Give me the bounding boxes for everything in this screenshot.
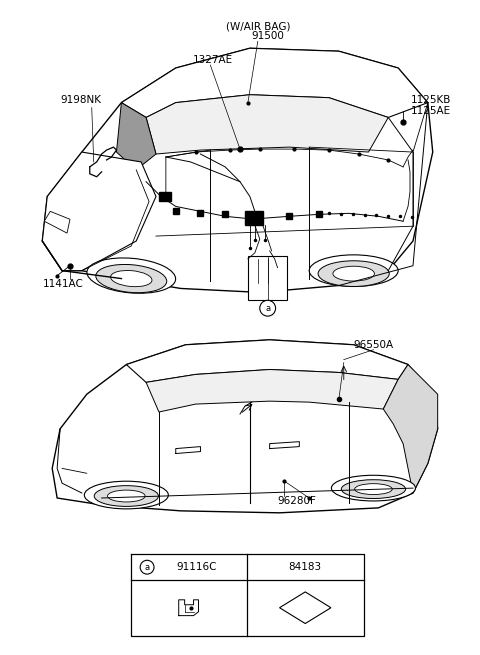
- Ellipse shape: [309, 255, 398, 286]
- Polygon shape: [42, 152, 156, 271]
- Polygon shape: [126, 340, 408, 383]
- Text: 1125KB: 1125KB: [411, 95, 451, 105]
- Polygon shape: [42, 48, 433, 292]
- Text: 1141AC: 1141AC: [42, 278, 83, 289]
- Ellipse shape: [108, 490, 145, 502]
- Polygon shape: [146, 95, 388, 154]
- Text: (W/AIR BAG): (W/AIR BAG): [226, 22, 290, 31]
- Ellipse shape: [87, 258, 176, 293]
- Polygon shape: [52, 340, 438, 513]
- Ellipse shape: [333, 266, 374, 281]
- Text: 91500: 91500: [251, 31, 284, 41]
- Bar: [173, 208, 179, 214]
- Text: a: a: [144, 563, 150, 572]
- Ellipse shape: [110, 271, 152, 287]
- Ellipse shape: [318, 261, 389, 286]
- Text: 1327AE: 1327AE: [192, 55, 233, 66]
- Text: 96550A: 96550A: [354, 340, 394, 350]
- Bar: [245, 212, 263, 225]
- Ellipse shape: [355, 483, 392, 495]
- Bar: [159, 192, 171, 202]
- Ellipse shape: [341, 479, 406, 498]
- Circle shape: [140, 560, 154, 574]
- Polygon shape: [384, 365, 438, 493]
- Polygon shape: [121, 48, 428, 117]
- Text: 91116C: 91116C: [176, 562, 217, 572]
- Bar: [287, 214, 292, 219]
- Ellipse shape: [94, 485, 158, 506]
- Ellipse shape: [331, 476, 416, 501]
- Text: 96280F: 96280F: [277, 496, 316, 506]
- Polygon shape: [117, 103, 156, 170]
- Bar: [316, 212, 322, 217]
- Circle shape: [260, 301, 276, 316]
- Polygon shape: [146, 369, 398, 412]
- Bar: [248, 256, 288, 301]
- Ellipse shape: [84, 481, 168, 509]
- Polygon shape: [44, 212, 70, 233]
- Ellipse shape: [96, 265, 167, 293]
- Text: 1125AE: 1125AE: [411, 105, 451, 115]
- Polygon shape: [279, 592, 331, 624]
- Bar: [197, 210, 204, 216]
- Text: a: a: [265, 304, 270, 312]
- Bar: [222, 212, 228, 217]
- Text: 9198NK: 9198NK: [60, 95, 101, 105]
- Text: 84183: 84183: [288, 562, 322, 572]
